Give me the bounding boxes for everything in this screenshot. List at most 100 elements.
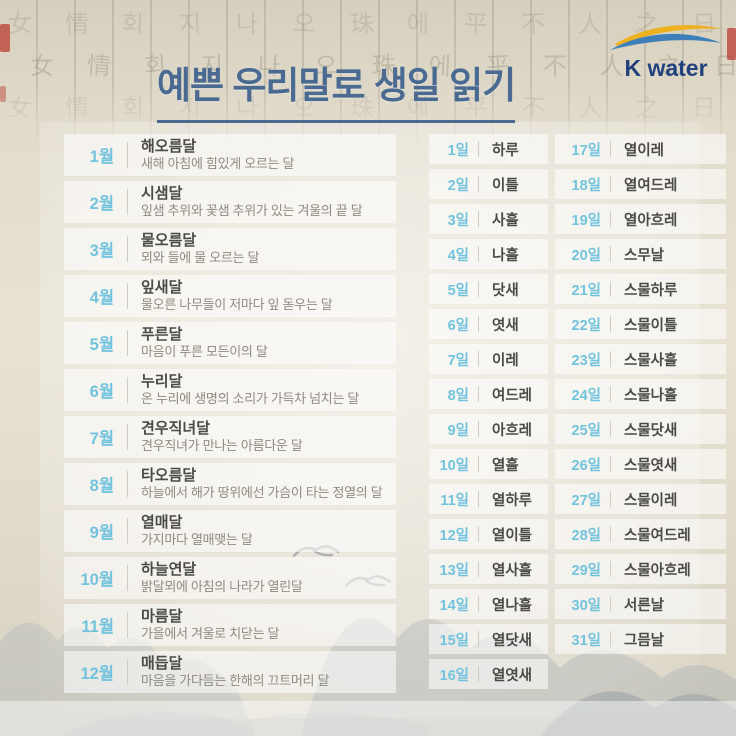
day-row: 24일 스물나흘 [555,379,726,409]
month-name: 타오름달 [141,466,197,484]
month-number: 2월 [89,195,114,213]
day-number: 12일 [439,527,469,544]
day-name: 스무날 [624,247,665,264]
day-number: 26일 [571,457,601,474]
background-glyph: 平 [463,11,489,39]
month-text: 누리달 온 누리에 생명의 소리가 가득차 넘치는 달 [128,372,359,408]
month-number: 9월 [89,524,114,542]
divider [610,386,611,402]
background-glyph: 日 [691,95,717,123]
divider [610,281,611,297]
month-text: 푸른달 마음이 푸른 모든이의 달 [128,325,268,361]
divider [127,565,128,591]
day-name: 스물나흘 [624,387,678,404]
divider [610,561,611,577]
day-number: 6일 [447,317,469,334]
divider [127,330,128,356]
month-text: 물오름달 뫼와 들에 물 오르는 달 [128,231,259,267]
divider [610,631,611,647]
month-description: 마음이 푸른 모든이의 달 [141,344,268,360]
day-name: 스물엿새 [624,457,678,474]
day-row: 14일 열나흘 [429,589,548,619]
background-glyph: 지 [201,54,224,80]
day-number: 16일 [439,667,469,684]
day-number: 14일 [439,597,469,614]
background-glyph: 之 [635,96,659,122]
month-text: 매듭달 마음을 가다듬는 한해의 끄트머리 달 [128,654,329,690]
background-glyph: 情 [65,12,89,38]
day-number: 24일 [571,387,601,404]
month-name: 하늘연달 [141,560,197,578]
day-number: 28일 [571,527,601,544]
day-row: 20일 스무날 [555,239,726,269]
month-description: 물오른 나무들이 저마다 잎 돋우는 달 [141,297,333,313]
month-description: 가을에서 겨울로 치닫는 달 [141,626,280,642]
divider [478,561,479,577]
month-number: 7월 [89,430,114,448]
day-name: 스물사흘 [624,352,678,369]
day-row: 1일 하루 [429,134,548,164]
day-row: 3일 사흘 [429,204,548,234]
background-glyph: 珠 [372,54,396,80]
day-row: 29일 스물아흐레 [555,554,726,584]
month-name: 매듭달 [141,654,183,672]
month-number: 11월 [81,618,114,636]
month-row: 2월 시샘달 잎샘 추위와 꽃샘 추위가 있는 겨울의 끝 달 [64,181,396,223]
month-description: 마음을 가다듬는 한해의 끄트머리 달 [141,673,330,689]
day-name: 스물여드레 [624,527,691,544]
day-name: 나흘 [492,247,519,264]
divider [610,491,611,507]
day-name: 사흘 [492,212,519,229]
divider [610,351,611,367]
day-number: 23일 [571,352,601,369]
divider [610,456,611,472]
kwater-swoosh-icon [610,25,723,50]
day-number: 8일 [447,387,469,404]
month-text: 하늘연달 밝달뫼에 아침의 나라가 열린달 [128,560,303,596]
day-name: 닷새 [492,282,519,299]
background-glyph: 珠 [349,11,375,39]
background-glyph: 日 [714,54,736,80]
day-number: 30일 [571,597,601,614]
divider [127,189,128,215]
day-row: 13일 열사흘 [429,554,548,584]
day-name: 스물하루 [624,282,678,299]
divider [478,491,479,507]
day-name: 서른날 [624,597,665,614]
day-name: 열이틀 [492,527,533,544]
day-number: 3일 [447,212,469,229]
day-row: 7일 이레 [429,344,548,374]
divider [127,471,128,497]
red-seal-stamp [0,86,6,102]
divider [478,141,479,157]
month-number: 5월 [89,336,114,354]
month-row: 5월 푸른달 마음이 푸른 모든이의 달 [64,322,396,364]
kwater-logo: K water [602,20,730,82]
month-description: 견우직녀가 만나는 아름다운 달 [141,438,303,454]
day-name: 열이레 [624,142,665,159]
month-description: 가지마다 열매맺는 달 [141,532,253,548]
red-seal-stamp [727,28,736,60]
day-name: 엿새 [492,317,519,334]
month-text: 잎새달 물오른 나무들이 저마다 잎 돋우는 달 [128,278,333,314]
divider [127,142,128,168]
day-row: 23일 스물사흘 [555,344,726,374]
day-name: 열하루 [492,492,533,509]
month-name: 잎새달 [141,278,183,296]
day-row: 21일 스물하루 [555,274,726,304]
month-name: 마름달 [141,607,183,625]
day-number: 20일 [571,247,601,264]
background-glyph: 不 [520,11,546,39]
day-name: 하루 [492,142,519,159]
month-row: 6월 누리달 온 누리에 생명의 소리가 가득차 넘치는 달 [64,369,396,411]
day-name: 스물아흐레 [624,562,691,579]
background-glyph: 오 [293,96,316,122]
day-row: 18일 열여드레 [555,169,726,199]
month-text: 마름달 가을에서 겨울로 치닫는 달 [128,607,280,643]
day-row: 27일 스물이레 [555,484,726,514]
day-row: 5일 닷새 [429,274,548,304]
background-glyph: 회 [122,96,145,122]
month-name: 견우직녀달 [141,419,211,437]
day-row: 22일 스물이틀 [555,309,726,339]
divider [127,659,128,685]
